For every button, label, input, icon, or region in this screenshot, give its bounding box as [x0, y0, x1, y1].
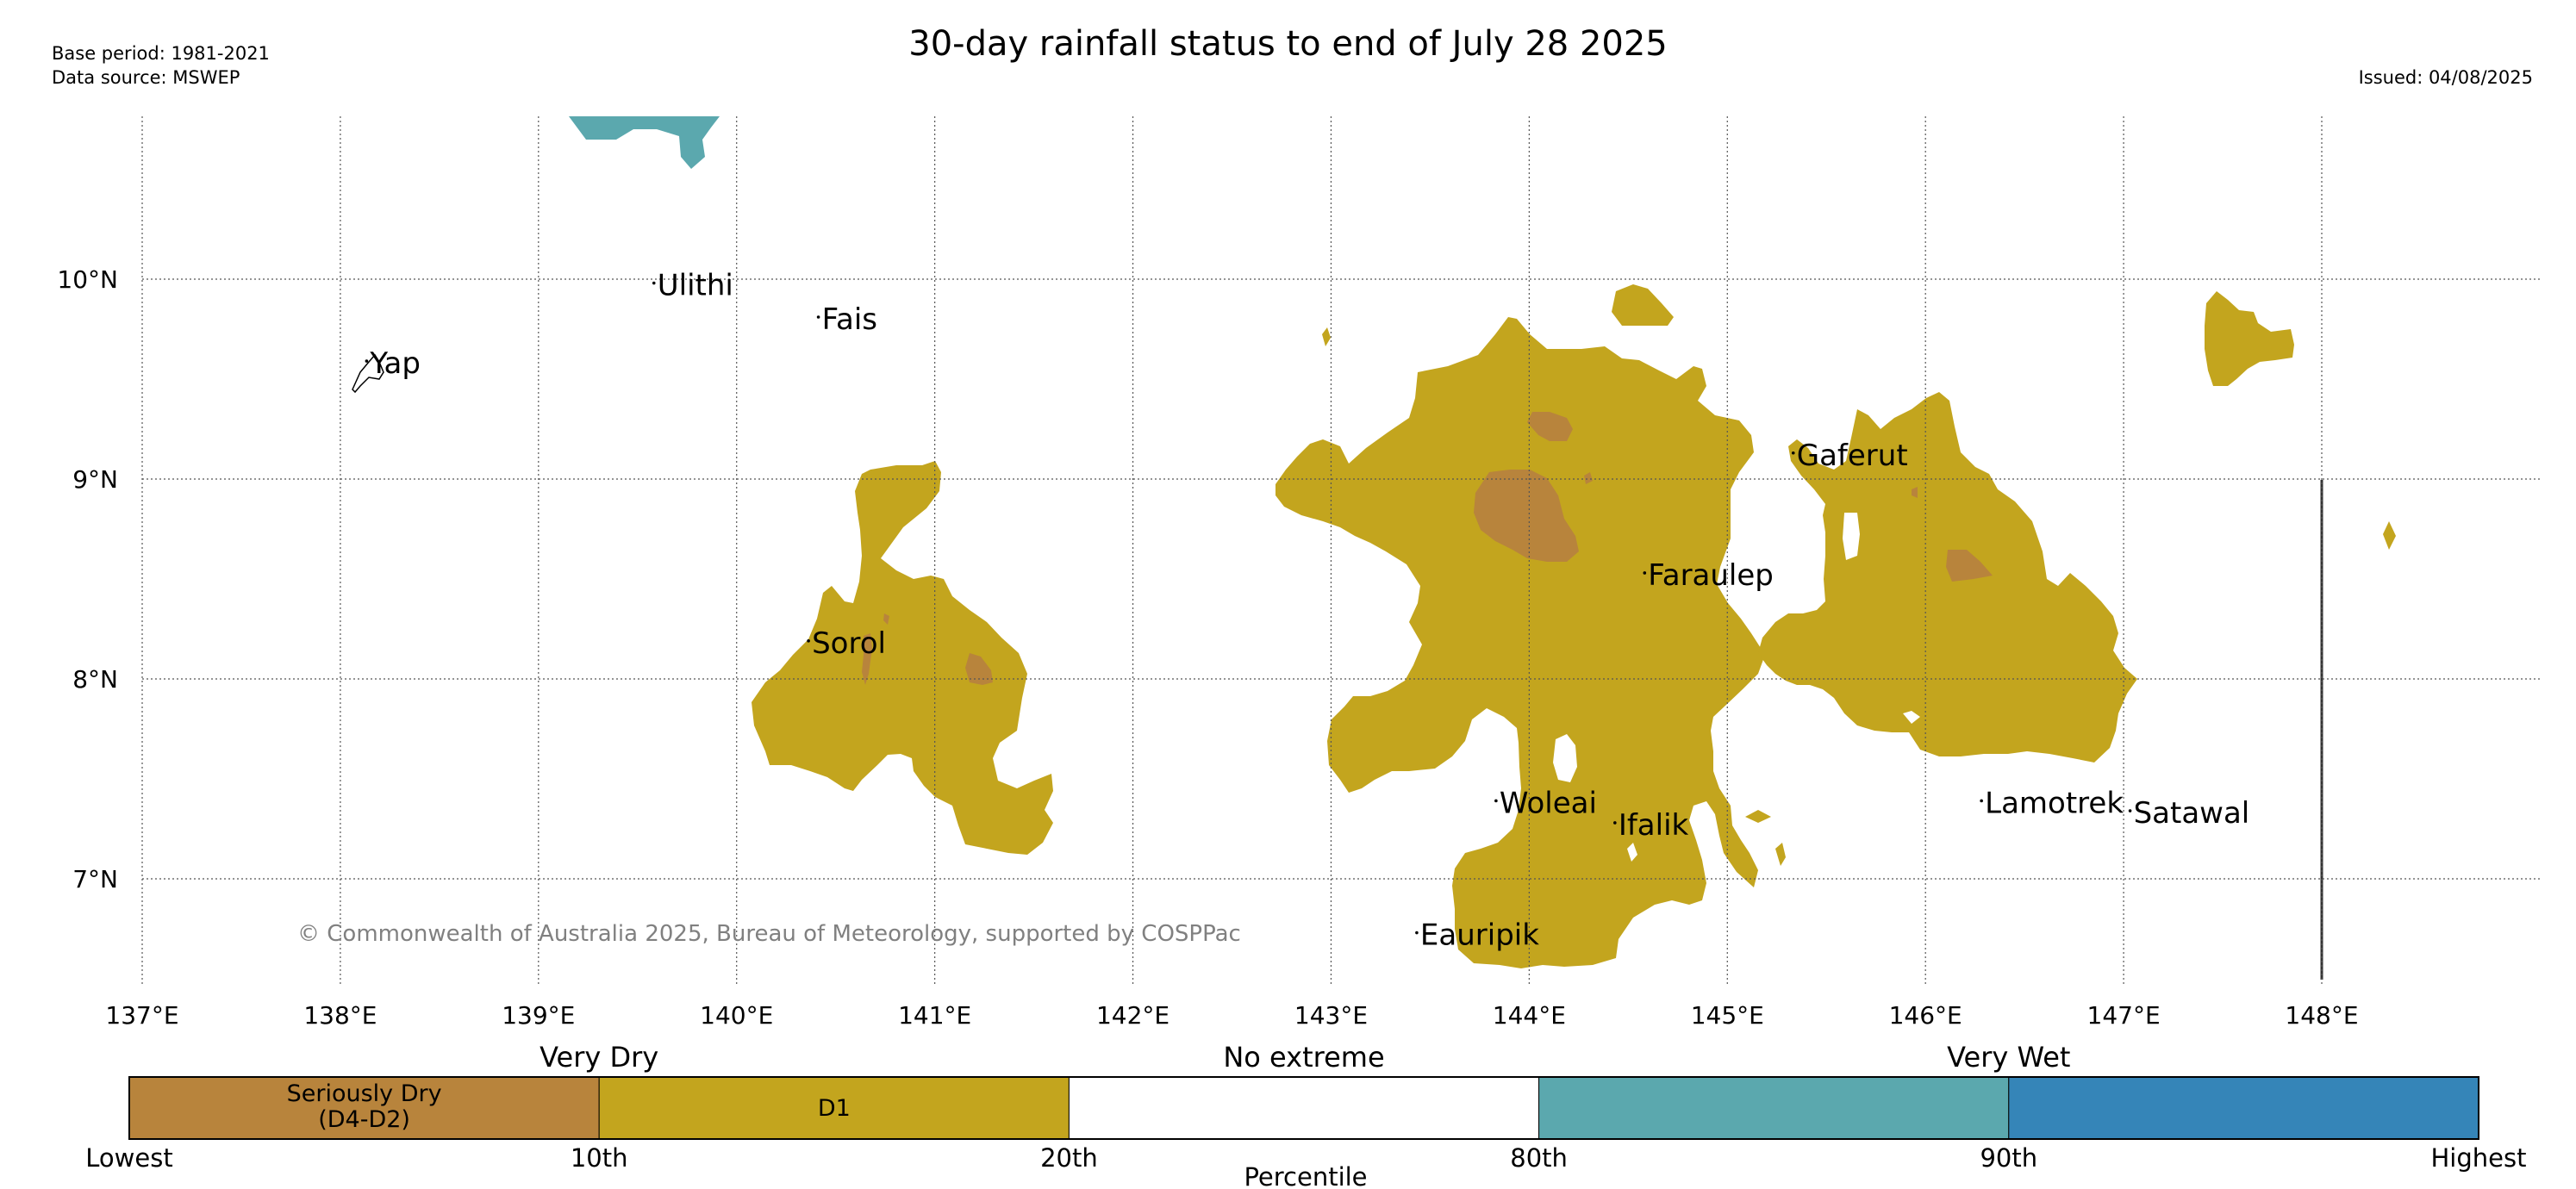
colorbar-frame: [128, 1076, 2479, 1140]
colorbar-segment-label: D1: [818, 1095, 851, 1122]
dry-region-northeast: [2205, 291, 2294, 386]
lon-tick-label: 141°E: [898, 1001, 971, 1030]
lon-tick-label: 143°E: [1294, 1001, 1368, 1030]
lon-tick-label: 145°E: [1691, 1001, 1764, 1030]
place-marker: [1494, 799, 1498, 803]
dry-region-central: [1276, 317, 1765, 968]
seriously-dry-patch: [965, 653, 993, 685]
colorbar-segment: [1538, 1076, 2010, 1140]
lon-tick-label: 138°E: [303, 1001, 377, 1030]
dry-region-small: [1322, 327, 1331, 346]
colorbar-segment-label: (D4-D2): [318, 1106, 410, 1133]
lon-tick-label: 139°E: [502, 1001, 575, 1030]
place-label-gaferut: Gaferut: [1797, 439, 1908, 473]
place-label-fais: Fais: [822, 302, 877, 337]
place-label-eauripik: Eauripik: [1420, 918, 1539, 953]
place-marker: [365, 359, 369, 363]
colorbar-tick-label: 20th: [1040, 1143, 1098, 1173]
seriously-dry-patch: [1527, 412, 1573, 441]
place-label-ifalik: Ifalik: [1619, 808, 1689, 843]
place-marker: [652, 281, 656, 285]
lat-tick-label: 8°N: [72, 665, 118, 694]
lon-tick-label: 137°E: [105, 1001, 178, 1030]
colorbar-tick-label: 80th: [1510, 1143, 1568, 1173]
place-label-satawal: Satawal: [2134, 796, 2250, 831]
data-source-label: Data source: MSWEP: [52, 67, 240, 88]
no-extreme-hole: [1903, 711, 1920, 724]
colorbar-tick-label: 90th: [1980, 1143, 2037, 1173]
dry-region-east: [1758, 392, 2137, 763]
lon-tick-label: 148°E: [2285, 1001, 2358, 1030]
lon-tick-label: 144°E: [1493, 1001, 1566, 1030]
colorbar-segment: [2008, 1076, 2479, 1140]
place-marker: [2128, 809, 2132, 812]
lon-tick-label: 147°E: [2087, 1001, 2161, 1030]
dry-region-small: [2383, 521, 2396, 550]
colorbar-segment-label: Seriously Dry: [287, 1080, 442, 1107]
colorbar-segment: [598, 1076, 1070, 1140]
lat-tick-label: 10°N: [57, 265, 118, 294]
map-title: 30-day rainfall status to end of July 28…: [908, 24, 1668, 64]
copyright-notice: © Commonwealth of Australia 2025, Bureau…: [297, 921, 1241, 947]
no-extreme-hole: [1553, 734, 1577, 782]
colorbar-category-label: No extreme: [1223, 1041, 1384, 1074]
colorbar-tick-label: 10th: [571, 1143, 628, 1173]
seriously-dry-patch: [862, 633, 872, 685]
place-marker: [1415, 931, 1419, 935]
place-label-yap: Yap: [369, 346, 421, 381]
seriously-dry-patch: [1584, 472, 1593, 484]
seriously-dry-patch: [1912, 487, 1918, 498]
seriously-dry-patch: [1474, 470, 1579, 562]
lon-tick-label: 146°E: [1889, 1001, 1962, 1030]
dry-region-sorol: [752, 461, 1053, 855]
place-label-ulithi: Ulithi: [658, 269, 733, 303]
place-label-woleai: Woleai: [1500, 786, 1597, 820]
place-marker: [1613, 821, 1617, 825]
place-label-lamotrek: Lamotrek: [1985, 786, 2124, 820]
no-extreme-hole: [1627, 843, 1637, 862]
lon-tick-label: 140°E: [700, 1001, 773, 1030]
place-marker: [1643, 571, 1647, 575]
wet-region: [569, 116, 720, 169]
graticule: 137°E 138°E 139°E 140°E 141°E 142°E 143°E 144°E…: [57, 116, 2542, 1030]
colorbar-category-label: Very Wet: [1947, 1041, 2070, 1074]
colorbar-tick-label: Lowest: [85, 1143, 172, 1173]
colorbar-segment: [128, 1076, 600, 1140]
dry-region-small: [1612, 284, 1674, 326]
seriously-dry-patch: [1946, 550, 1993, 582]
dry-region-small: [1745, 810, 1771, 823]
place-marker: [1980, 799, 1983, 803]
place-marker: [816, 315, 820, 319]
colorbar-segment: [1068, 1076, 1540, 1140]
colorbar-tick-label: Highest: [2431, 1143, 2527, 1173]
place-label-sorol: Sorol: [812, 626, 886, 661]
place-labels: Yap Ulithi Fais Sorol Gaferut Faraulep Woleai I…: [365, 269, 2250, 953]
issued-date: Issued: 04/08/2025: [2358, 67, 2533, 88]
colorbar-axis-label: Percentile: [1244, 1162, 1367, 1189]
colorbar: Seriously Dry(D4-D2) D1 Very Dry No extreme…: [85, 1041, 2526, 1189]
yap-island: [352, 353, 384, 394]
no-extreme-hole: [1843, 513, 1860, 560]
dry-region-small: [1775, 843, 1786, 866]
colorbar-category-label: Very Dry: [540, 1041, 658, 1074]
base-period-label: Base period: 1981-2021: [52, 43, 270, 64]
place-marker: [1791, 451, 1795, 455]
lon-tick-label: 142°E: [1096, 1001, 1169, 1030]
lat-tick-label: 7°N: [72, 865, 118, 893]
place-label-faraulep: Faraulep: [1648, 558, 1774, 593]
seriously-dry-patch: [883, 613, 889, 625]
place-marker: [807, 639, 810, 643]
lat-tick-label: 9°N: [72, 465, 118, 494]
